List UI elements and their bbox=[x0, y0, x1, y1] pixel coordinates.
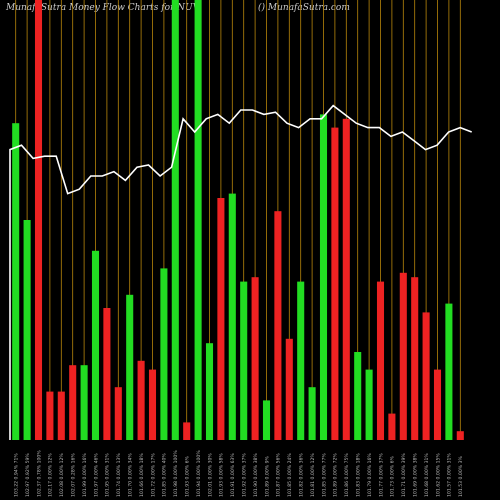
x-tick-label: 101.86 0.00% 75% bbox=[344, 453, 350, 497]
x-tick-label: 101.71 0.00% 39% bbox=[401, 453, 407, 497]
money-flow-bar bbox=[34, 0, 43, 440]
x-tick-label: 101.93 0.00% 6% bbox=[185, 455, 191, 497]
x-tick-label: 102.08 0.00% 12% bbox=[59, 453, 65, 497]
money-flow-bar bbox=[319, 114, 328, 441]
x-tick-label: 102.07 0.28% 16% bbox=[71, 453, 77, 497]
x-tick-labels: 103.22 0.94% 71% 102.97 0.92% 59% 102.37 0… bbox=[14, 450, 465, 497]
money-flow-bar bbox=[399, 272, 407, 440]
x-tick-label: 101.74 0.00% 13% bbox=[116, 453, 122, 497]
money-flow-bar bbox=[297, 281, 305, 440]
money-flow-bar bbox=[331, 127, 339, 440]
x-tick-label: 101.68 0.00% 31% bbox=[424, 453, 430, 497]
x-tick-label: 101.92 0.00% 37% bbox=[242, 453, 248, 497]
money-flow-bar bbox=[46, 391, 54, 440]
x-tick-label: 101.66 0.00% 18% bbox=[139, 453, 145, 497]
money-flow-bar bbox=[160, 268, 168, 440]
money-flow-bar bbox=[411, 277, 419, 440]
x-tick-label: 101.90 0.00% 38% bbox=[253, 453, 259, 497]
money-flow-bars bbox=[12, 0, 464, 441]
money-flow-bar bbox=[80, 365, 88, 440]
chart-source: () MunafaSutra.com bbox=[258, 3, 350, 13]
money-flow-bar bbox=[12, 123, 20, 440]
price-line bbox=[9, 104, 472, 440]
x-tick-label: 101.85 0.00% 40% bbox=[162, 453, 168, 497]
money-flow-bar bbox=[308, 387, 316, 440]
x-tick-label: 102.37 0.78% 100% bbox=[36, 450, 42, 497]
x-tick-label: 101.81 0.00% 12% bbox=[310, 453, 316, 497]
money-flow-bar bbox=[274, 211, 282, 440]
money-flow-bar bbox=[23, 220, 31, 440]
money-flow-bar bbox=[171, 0, 179, 440]
x-tick-label: 101.53 0.00% 3% bbox=[458, 455, 464, 497]
x-tick-label: 101.95 0.00% 31% bbox=[105, 453, 111, 497]
x-tick-label: 101.73 0.00% 6% bbox=[390, 455, 396, 497]
money-flow-bar bbox=[148, 369, 157, 440]
money-flow-bar bbox=[91, 250, 100, 440]
money-flow-bar bbox=[342, 118, 350, 441]
x-tick-label: 101.77 0.00% 37% bbox=[378, 453, 384, 497]
money-flow-bar bbox=[103, 308, 111, 440]
money-flow-bar bbox=[251, 277, 259, 440]
money-flow-bar bbox=[57, 391, 65, 440]
x-tick-label: 102.01 0.00% 30% bbox=[207, 453, 213, 497]
chart-title: MunafaSutra Money Flow Charts for NUV bbox=[6, 3, 200, 13]
x-tick-label: 101.72 0.00% 17% bbox=[150, 453, 156, 497]
money-flow-bar bbox=[228, 193, 236, 440]
x-tick-label: 102.17 0.00% 12% bbox=[48, 453, 54, 497]
money-flow-bar bbox=[365, 369, 373, 440]
x-tick-label: 101.91 0.00% 63% bbox=[230, 453, 236, 497]
x-tick-label: 102.97 0.92% 59% bbox=[25, 453, 31, 497]
money-flow-bar bbox=[114, 387, 122, 440]
money-flow-bar bbox=[205, 343, 214, 440]
money-flow-bar bbox=[137, 360, 145, 440]
money-flow-bar bbox=[194, 0, 202, 440]
money-flow-bar bbox=[217, 198, 225, 440]
money-flow-bar bbox=[126, 294, 134, 440]
x-tick-label: 101.69 0.00% 38% bbox=[413, 453, 419, 497]
money-flow-bar bbox=[354, 352, 362, 440]
money-flow-bar bbox=[262, 400, 271, 440]
money-flow-bar bbox=[183, 422, 191, 440]
money-flow-bar bbox=[69, 365, 77, 440]
x-tick-label: 101.87 0.00% 56% bbox=[276, 453, 282, 497]
x-tick-label: 101.89 0.00% 9% bbox=[264, 455, 270, 497]
x-tick-label: 101.99 0.00% 16% bbox=[82, 453, 88, 497]
money-flow-bar bbox=[433, 369, 442, 440]
money-flow-bar bbox=[456, 431, 464, 440]
money-flow-bar bbox=[422, 312, 430, 440]
money-flow-bar bbox=[445, 303, 453, 440]
x-tick-label: 101.98 0.00% 100% bbox=[173, 450, 179, 497]
x-tick-label: 101.62 0.00% 15% bbox=[435, 453, 441, 497]
x-tick-label: 101.89 0.00% 72% bbox=[333, 453, 339, 497]
x-tick-label: 101.82 0.00% 36% bbox=[299, 453, 305, 497]
x-tick-label: 101.85 0.00% 77% bbox=[321, 453, 327, 497]
x-tick-label: 101.94 0.00% 100% bbox=[196, 450, 202, 497]
money-flow-bar bbox=[240, 281, 248, 440]
x-tick-label: 101.70 0.00% 34% bbox=[128, 453, 134, 497]
money-flow-bar bbox=[376, 281, 385, 440]
x-tick-label: 101.57 0.00% 31% bbox=[447, 453, 453, 497]
x-tick-label: 101.83 0.00% 18% bbox=[356, 453, 362, 497]
x-tick-label: 101.93 0.00% 58% bbox=[219, 453, 225, 497]
x-tick-label: 103.22 0.94% 71% bbox=[14, 453, 20, 497]
x-tick-label: 101.97 0.00% 46% bbox=[93, 453, 99, 497]
money-flow-bar bbox=[388, 413, 396, 440]
money-flow-bar bbox=[285, 338, 293, 440]
x-tick-label: 101.79 0.00% 16% bbox=[367, 453, 373, 497]
x-tick-label: 101.85 0.00% 24% bbox=[287, 453, 293, 497]
